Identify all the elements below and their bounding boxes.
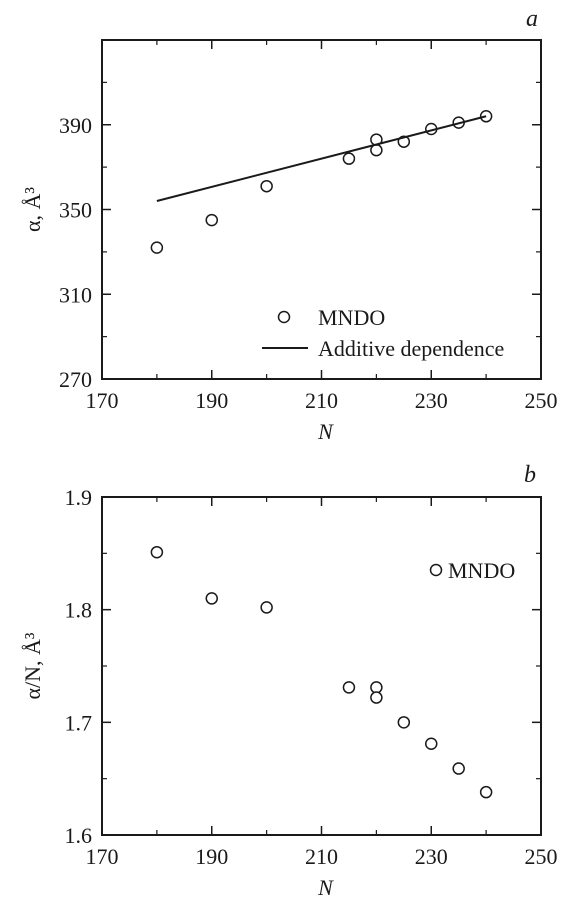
panel-a: a 170 190 210 230 250 270 310 350 390 Nα, Å³ MNDO Ad… <box>20 6 558 444</box>
y-tick-label: 1.7 <box>65 710 93 735</box>
panel-letter: b <box>524 462 536 488</box>
y-tick-label: 390 <box>59 113 92 138</box>
series-markers <box>150 110 493 254</box>
legend-marker-circle <box>277 310 291 324</box>
y-tick-label: 1.8 <box>65 598 93 623</box>
x-tick-label: 230 <box>415 388 448 413</box>
data-point <box>370 681 383 694</box>
y-tick-label: 350 <box>59 198 92 223</box>
x-tick-label: 250 <box>525 844 558 869</box>
y-tick-label: 310 <box>59 282 92 307</box>
data-point <box>479 785 493 799</box>
panel-letter: a <box>526 6 538 32</box>
additive-line <box>156 115 487 202</box>
data-point <box>205 592 218 605</box>
x-tick-label: 190 <box>195 388 228 413</box>
data-point <box>452 762 465 775</box>
plot-frame <box>101 496 542 836</box>
data-point <box>370 691 383 704</box>
series-markers <box>150 545 493 799</box>
x-tick-label: 170 <box>86 388 119 413</box>
x-axis-title: N <box>317 419 334 444</box>
x-tick-label: 250 <box>525 388 558 413</box>
x-tick-label: 210 <box>305 844 338 869</box>
series-line <box>156 115 487 202</box>
data-point <box>425 737 438 750</box>
x-axis-title: N <box>317 875 334 900</box>
y-axis-title: α/N, Å³ <box>20 632 45 699</box>
data-point <box>342 152 356 165</box>
x-tick-label: 230 <box>415 844 448 869</box>
y-axis-title: α, Å³ <box>20 187 45 232</box>
x-tick-label: 210 <box>305 388 338 413</box>
y-tick-label: 270 <box>59 367 92 392</box>
data-point <box>260 179 273 193</box>
data-point <box>205 213 218 227</box>
legend-label-additive: Additive dependence <box>318 336 504 361</box>
data-point <box>150 241 164 254</box>
panel-b: b 170 190 210 230 250 1.6 1.7 1.8 1.9 Nα/N, Å³ MNDO <box>20 462 558 900</box>
data-point <box>342 681 356 694</box>
y-tick-label: 1.9 <box>65 485 93 510</box>
data-point <box>150 545 164 559</box>
y-tick-label: 1.6 <box>65 823 93 848</box>
x-tick-label: 170 <box>86 844 119 869</box>
x-tick-label: 190 <box>195 844 228 869</box>
data-point <box>397 716 411 729</box>
data-point <box>260 601 273 614</box>
legend-marker-circle <box>429 563 443 577</box>
legend-label-mndo: MNDO <box>318 305 385 330</box>
legend-label-mndo: MNDO <box>448 558 515 583</box>
